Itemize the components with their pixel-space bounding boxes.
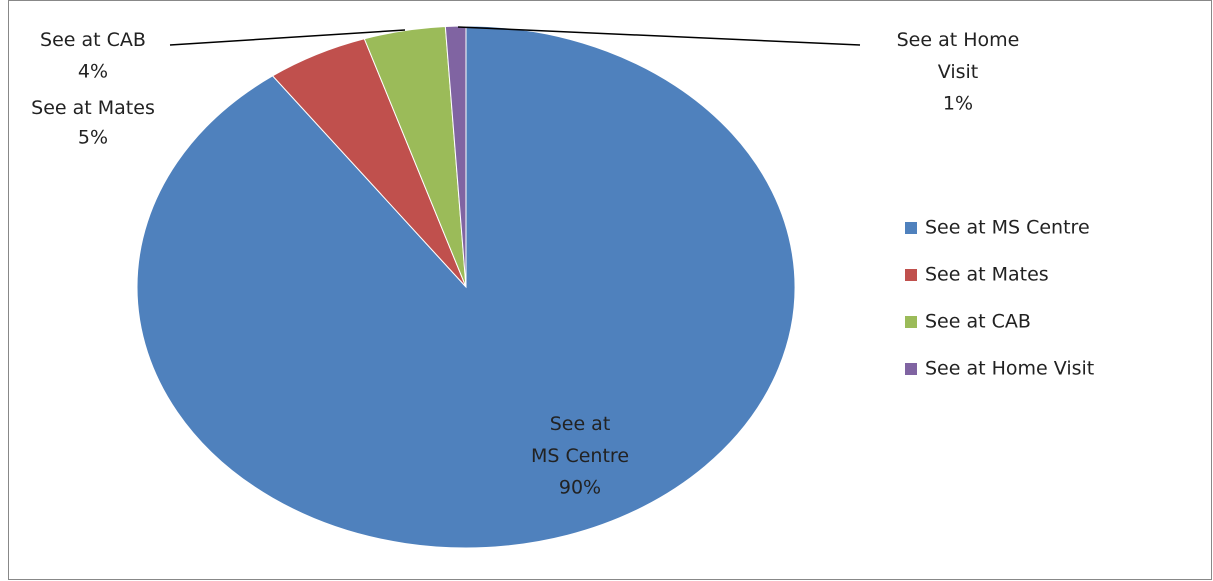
legend-swatch bbox=[905, 222, 917, 234]
data-label-name: See at Home Visit bbox=[897, 29, 1020, 83]
data-label-value: 1% bbox=[943, 93, 973, 115]
label-line: Visit bbox=[938, 61, 979, 83]
data-label-name: See at MS Centre bbox=[531, 413, 629, 467]
legend-label: See at CAB bbox=[925, 311, 1031, 333]
label-line: See at bbox=[550, 413, 611, 435]
leader-line bbox=[457, 26, 861, 46]
legend-swatch bbox=[905, 269, 917, 281]
label-line: See at Mates bbox=[31, 97, 155, 119]
pie-slice bbox=[444, 25, 467, 288]
label-line: See at CAB bbox=[40, 29, 146, 51]
legend-swatch bbox=[905, 363, 917, 375]
label-line: MS Centre bbox=[531, 445, 629, 467]
label-line: See at Home bbox=[897, 29, 1020, 51]
legend-label: See at Home Visit bbox=[925, 358, 1094, 380]
data-label-value: 90% bbox=[559, 477, 601, 499]
data-label-name: See at CAB bbox=[40, 29, 146, 51]
data-label-value: 5% bbox=[78, 127, 108, 149]
legend-label: See at MS Centre bbox=[925, 217, 1090, 239]
legend-swatch bbox=[905, 316, 917, 328]
data-label-value: 4% bbox=[78, 61, 108, 83]
data-label-name: See at Mates bbox=[31, 97, 155, 119]
leader-line bbox=[169, 29, 406, 46]
legend-label: See at Mates bbox=[925, 264, 1049, 286]
